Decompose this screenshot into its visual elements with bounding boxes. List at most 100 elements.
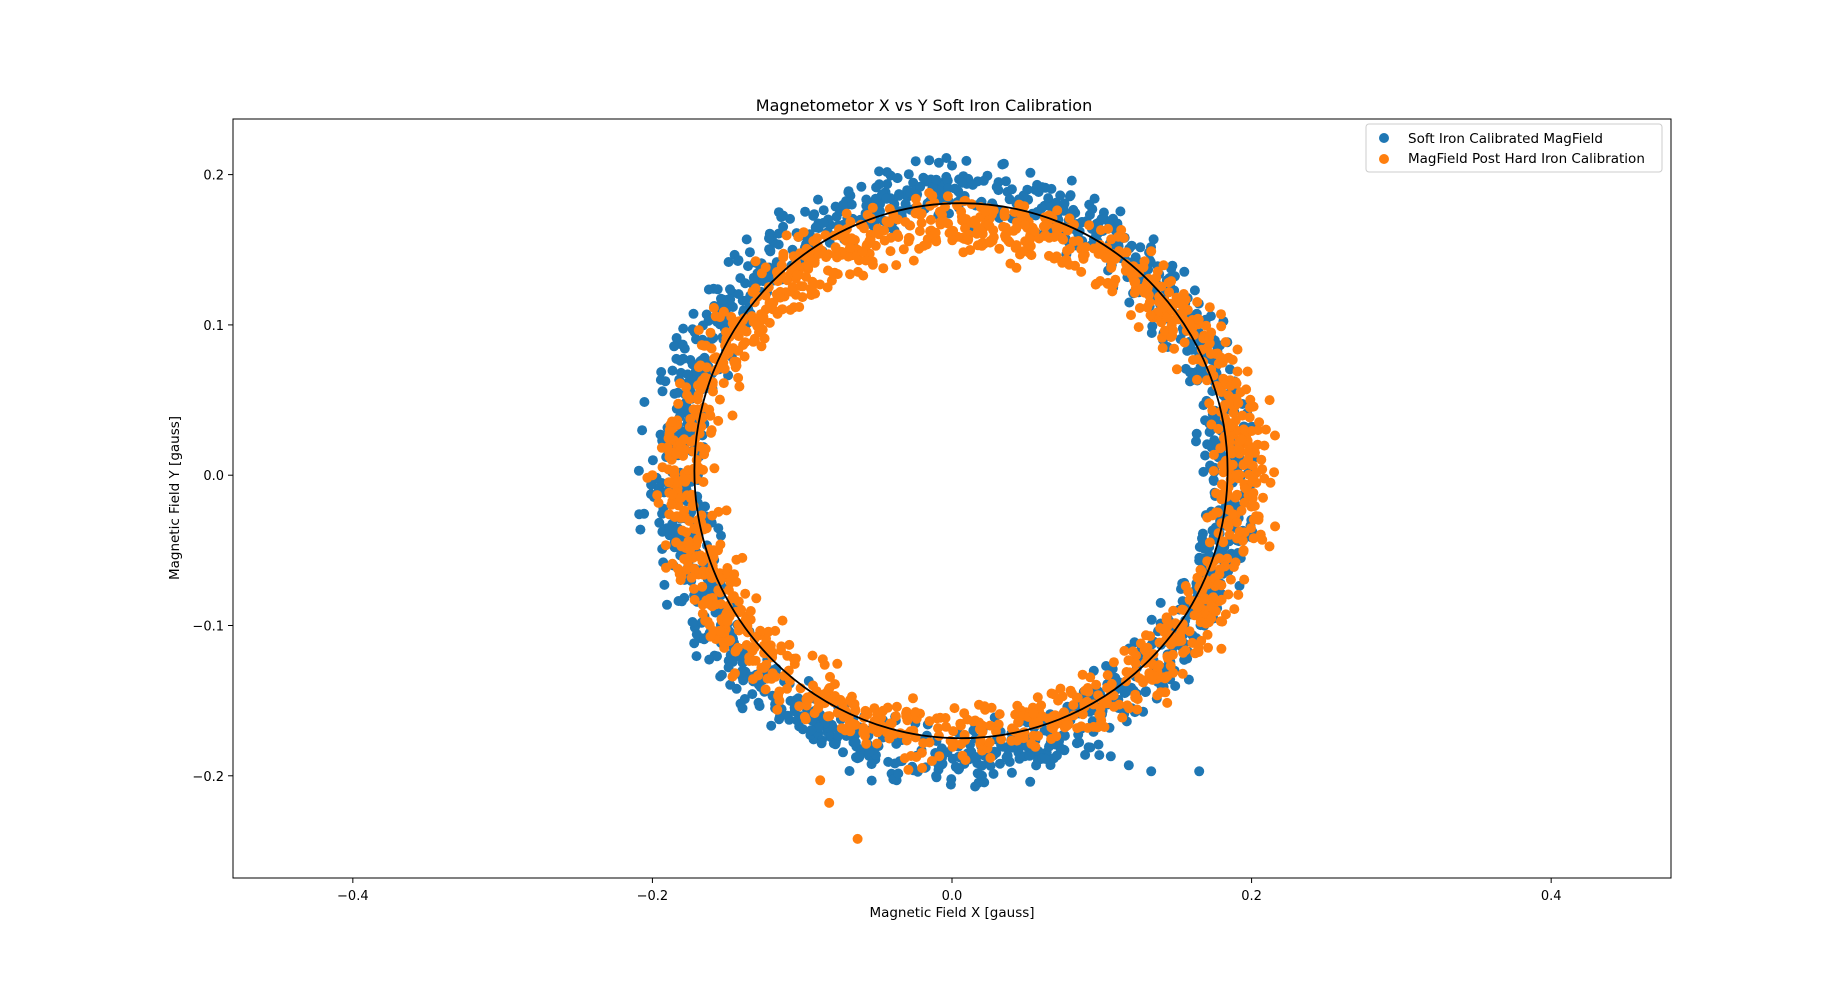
data-point xyxy=(697,608,708,619)
data-point xyxy=(816,738,827,749)
data-point xyxy=(1072,723,1083,734)
data-point xyxy=(663,464,674,475)
data-point xyxy=(1216,594,1227,605)
data-point xyxy=(785,213,795,224)
y-tick-label: 0.0 xyxy=(203,469,224,484)
data-point xyxy=(765,245,776,256)
data-point xyxy=(918,172,929,183)
data-point xyxy=(970,781,981,792)
data-point xyxy=(682,369,693,380)
data-point xyxy=(988,205,999,216)
data-point xyxy=(800,206,811,217)
data-point xyxy=(739,351,750,362)
data-point xyxy=(664,525,675,536)
data-point xyxy=(870,193,881,204)
data-point xyxy=(719,363,730,374)
data-point xyxy=(1085,672,1096,683)
data-point xyxy=(675,493,686,503)
data-point xyxy=(958,247,969,258)
data-point xyxy=(1089,193,1100,204)
data-point xyxy=(885,232,896,243)
data-point xyxy=(867,202,878,213)
data-point xyxy=(813,194,823,205)
data-point xyxy=(1171,364,1182,375)
data-point xyxy=(1126,310,1136,321)
data-point xyxy=(1002,750,1013,761)
data-point xyxy=(878,705,889,716)
data-point xyxy=(1220,485,1231,496)
data-point xyxy=(1200,593,1210,604)
data-point xyxy=(679,505,690,516)
data-point xyxy=(938,216,949,227)
data-point xyxy=(1084,220,1095,231)
data-point xyxy=(1180,645,1191,656)
data-point xyxy=(1101,661,1112,671)
data-point xyxy=(723,257,734,267)
data-point xyxy=(1233,398,1244,409)
data-point xyxy=(750,256,761,267)
data-point xyxy=(1120,265,1131,276)
data-point xyxy=(1162,697,1173,708)
data-point xyxy=(946,774,957,785)
data-point xyxy=(666,499,677,510)
data-point xyxy=(924,155,935,166)
data-point xyxy=(673,398,684,409)
data-point xyxy=(765,644,776,655)
data-point xyxy=(971,752,982,763)
data-point xyxy=(656,367,667,377)
data-point xyxy=(1020,220,1030,231)
data-point xyxy=(1242,366,1253,377)
data-point xyxy=(1107,280,1118,291)
data-point xyxy=(718,378,729,389)
data-point xyxy=(970,216,981,227)
data-point xyxy=(860,255,871,266)
data-point xyxy=(1223,398,1234,409)
data-point xyxy=(957,215,968,226)
data-point xyxy=(689,594,700,605)
data-point xyxy=(1152,690,1163,701)
data-point xyxy=(858,270,869,281)
data-point xyxy=(684,516,695,526)
y-tick-label: −0.2 xyxy=(192,770,224,785)
data-point xyxy=(733,255,744,266)
data-point xyxy=(791,269,802,280)
data-point xyxy=(688,435,699,446)
data-point xyxy=(1179,266,1190,277)
data-point xyxy=(1259,473,1270,484)
data-point xyxy=(633,465,644,476)
data-point xyxy=(1000,222,1011,233)
data-point xyxy=(838,747,848,758)
x-tick-label: 0.4 xyxy=(1541,889,1562,904)
data-point xyxy=(782,275,793,286)
outlier-point xyxy=(1105,751,1116,762)
data-point xyxy=(921,239,932,250)
data-point xyxy=(1259,440,1270,451)
data-point xyxy=(776,304,787,315)
data-point xyxy=(751,593,762,604)
data-point xyxy=(778,248,789,259)
data-point xyxy=(1188,355,1198,365)
data-point xyxy=(872,727,883,738)
data-point xyxy=(1155,597,1166,608)
data-point xyxy=(818,217,829,228)
data-point xyxy=(691,629,702,640)
data-point xyxy=(871,182,882,193)
outlier-point xyxy=(1066,175,1077,186)
data-point xyxy=(1108,657,1119,668)
data-point xyxy=(662,442,673,453)
data-point xyxy=(882,179,893,190)
data-point xyxy=(688,583,699,594)
data-point xyxy=(1036,700,1047,711)
data-point xyxy=(706,427,716,438)
data-point xyxy=(845,269,855,280)
data-point xyxy=(985,237,996,248)
data-point xyxy=(744,247,755,258)
data-point xyxy=(678,323,689,334)
data-point xyxy=(784,675,795,686)
data-point xyxy=(1223,521,1234,532)
data-point xyxy=(808,210,819,221)
data-point xyxy=(1140,686,1151,697)
data-point xyxy=(1256,454,1267,465)
data-point xyxy=(1037,182,1048,193)
data-point xyxy=(1215,352,1226,363)
